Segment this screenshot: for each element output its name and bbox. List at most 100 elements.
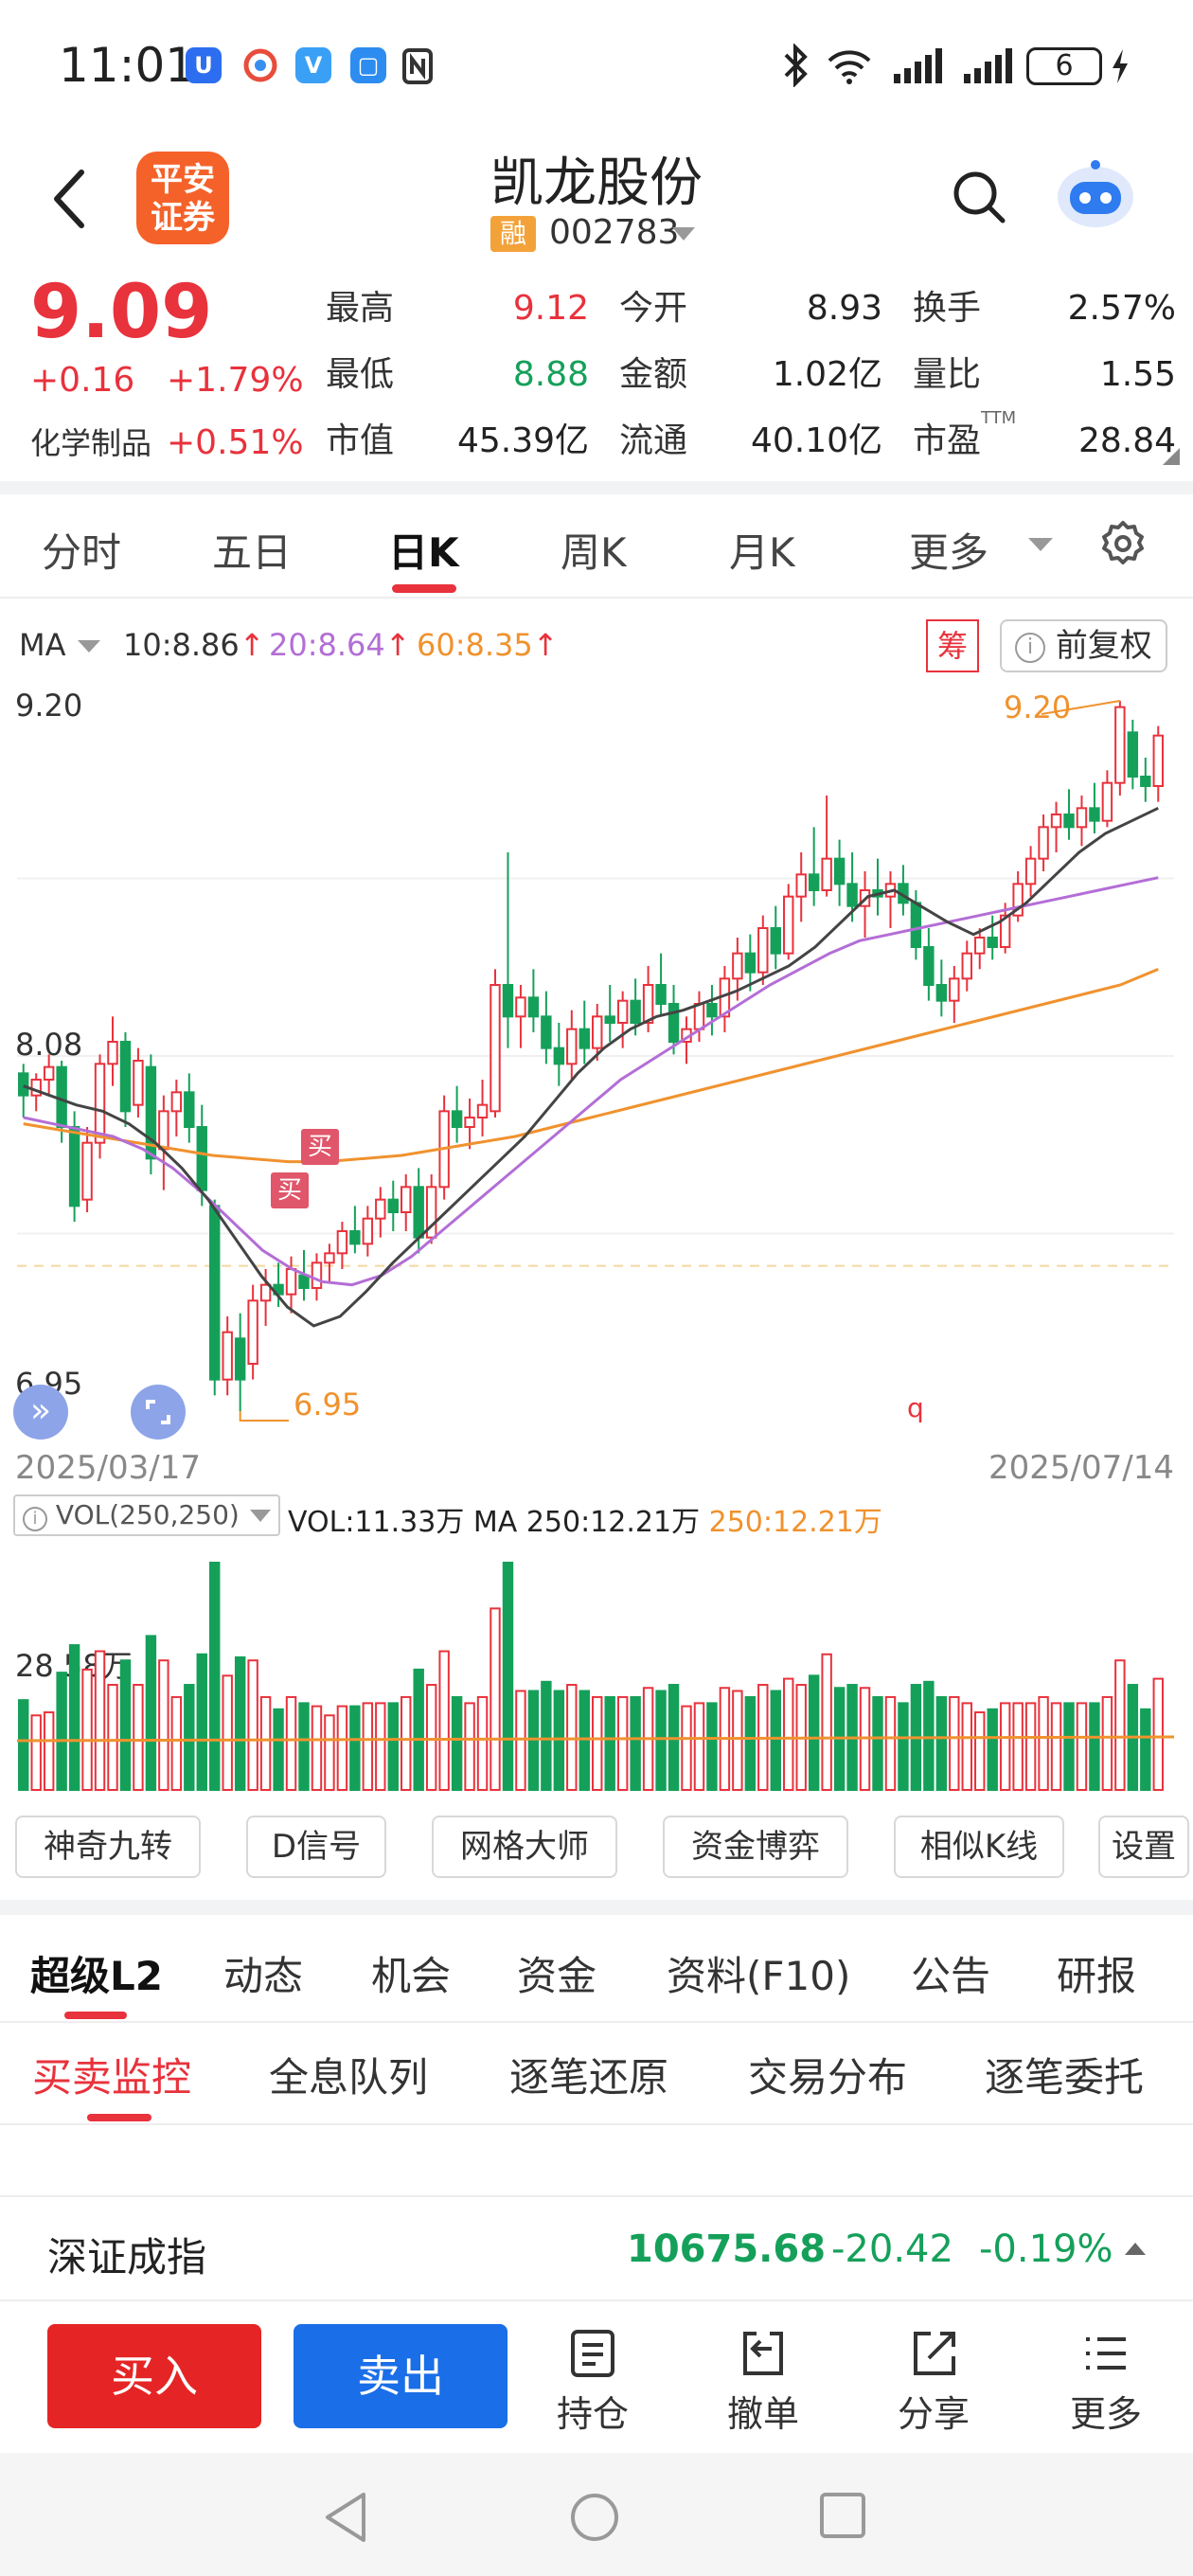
grid-master-button[interactable]: 网格大师 (432, 1816, 617, 1878)
nav-back-button[interactable] (322, 2491, 369, 2548)
candle-body (413, 1186, 424, 1239)
buy-signal-marker[interactable]: 买 (271, 1172, 309, 1208)
adjust-selector[interactable]: i 前复权 (1000, 619, 1167, 672)
buy-button[interactable]: 买入 (47, 2324, 261, 2428)
volume-bar (401, 1695, 412, 1791)
up-arrow-icon: ↑ (532, 627, 559, 663)
volume-bar (170, 1695, 183, 1791)
stat-label-low: 最低 (326, 355, 395, 394)
tab-weekly-k[interactable]: 周K (561, 529, 627, 576)
back-button[interactable] (45, 161, 93, 237)
trade-action-bar: 买入 卖出 持仓 撤单 分享 更多 (0, 2301, 1193, 2453)
volume-bar (1024, 1702, 1037, 1791)
candle-body (566, 1028, 578, 1065)
document-icon (571, 2330, 614, 2377)
expand-left-icon[interactable]: » (13, 1385, 68, 1440)
volume-bar (285, 1695, 297, 1791)
settings-button[interactable] (1098, 519, 1148, 572)
chip-distribution-button[interactable]: 筹 (926, 619, 979, 672)
volume-bar (438, 1650, 450, 1791)
volume-bar (196, 1653, 207, 1791)
info-icon: i (1015, 632, 1045, 663)
kline-chart[interactable] (0, 682, 1193, 1449)
tab-more[interactable]: 更多 (909, 529, 989, 576)
tab-f10[interactable]: 资料(F10) (667, 1953, 851, 1999)
similar-kline-button[interactable]: 相似K线 (894, 1816, 1064, 1878)
volume-bar (935, 1695, 948, 1791)
share-button[interactable]: 分享 (877, 2328, 990, 2437)
nine-turn-button[interactable]: 神奇九转 (15, 1816, 201, 1878)
positions-button[interactable]: 持仓 (536, 2328, 650, 2437)
share-icon (914, 2332, 955, 2375)
candle-body (846, 883, 858, 907)
ai-assistant-button[interactable] (1053, 159, 1138, 235)
subtab-trade-monitor[interactable]: 买卖监控 (32, 2054, 192, 2101)
volume-bar (732, 1690, 743, 1791)
fullscreen-icon[interactable] (131, 1385, 186, 1440)
candle-body (336, 1230, 348, 1255)
tab-five-day[interactable]: 五日 (212, 529, 293, 576)
tab-intraday[interactable]: 分时 (42, 529, 122, 576)
volume-bar (451, 1695, 463, 1791)
ma-selector[interactable]: MA (19, 627, 66, 663)
cancel-order-button[interactable]: 撤单 (706, 2328, 820, 2437)
stat-label-volume-ratio: 量比 (913, 355, 982, 394)
volume-ma-value: MA 250:12.21万 (472, 1506, 701, 1539)
settings-function-button[interactable]: 设置 (1098, 1816, 1189, 1878)
square-recents-icon (820, 2493, 865, 2538)
volume-bar (311, 1705, 323, 1791)
candle-body (655, 984, 667, 1005)
candle-body (579, 1028, 590, 1049)
sell-button[interactable]: 卖出 (294, 2324, 507, 2428)
volume-chart[interactable] (0, 1534, 1193, 1799)
fund-game-button[interactable]: 资金博弈 (663, 1816, 848, 1878)
candle-body (833, 857, 846, 886)
subtab-trade-distribution[interactable]: 交易分布 (748, 2054, 908, 2101)
candle-body (808, 873, 820, 891)
tab-funds[interactable]: 资金 (517, 1953, 597, 1999)
volume-bar (222, 1674, 233, 1792)
triangle-back-icon (326, 2493, 365, 2542)
tab-daily-k[interactable]: 日K (388, 529, 459, 576)
robot-icon (1058, 160, 1133, 227)
volume-bar (1114, 1659, 1126, 1791)
index-change: -20.42 (831, 2227, 953, 2271)
tab-opportunity[interactable]: 机会 (371, 1953, 452, 1999)
volume-bar (209, 1562, 221, 1791)
volume-bar (527, 1690, 540, 1791)
candle-body (1038, 826, 1049, 860)
tab-announcements[interactable]: 公告 (911, 1953, 991, 1999)
ma60-legend: 60:8.35↑ (417, 627, 559, 663)
tab-monthly-k[interactable]: 月K (729, 529, 795, 576)
adjust-label: 前复权 (1055, 627, 1152, 665)
buy-signal-marker[interactable]: 买 (301, 1129, 339, 1165)
candle-body (43, 1065, 55, 1081)
nav-home-button[interactable] (568, 2491, 621, 2548)
tab-dynamics[interactable]: 动态 (223, 1953, 304, 1999)
volume-indicator-selector[interactable]: i VOL(250,250) (13, 1494, 280, 1536)
volume-bar (145, 1635, 157, 1791)
volume-bar (234, 1656, 246, 1791)
volume-bar (744, 1695, 757, 1791)
volume-bar (273, 1708, 284, 1792)
more-button[interactable]: 更多 (1049, 2328, 1163, 2437)
candle-body (222, 1331, 233, 1381)
expand-corner-icon[interactable] (1163, 448, 1180, 465)
subtab-tick-orders[interactable]: 逐笔委托 (985, 2054, 1145, 2101)
volume-bar (476, 1695, 489, 1791)
tab-research[interactable]: 研报 (1057, 1953, 1137, 1999)
subtab-tick-replay[interactable]: 逐笔还原 (509, 2054, 669, 2101)
d-signal-button[interactable]: D信号 (246, 1816, 386, 1878)
subtab-full-queue[interactable]: 全息队列 (269, 2054, 429, 2101)
event-marker[interactable]: q (907, 1392, 924, 1423)
tab-super-l2[interactable]: 超级L2 (30, 1953, 163, 1999)
stat-value-low: 8.88 (512, 355, 589, 394)
candle-body (324, 1252, 335, 1264)
candle-body (961, 952, 972, 980)
candle-body (795, 873, 807, 898)
nav-recents-button[interactable] (818, 2491, 867, 2544)
index-ticker-bar[interactable]: 深证成指 10675.68 -20.42 -0.19% (0, 2195, 1193, 2301)
candle-body (604, 1015, 615, 1025)
search-button[interactable] (951, 169, 1007, 229)
candle-body (706, 1003, 718, 1018)
